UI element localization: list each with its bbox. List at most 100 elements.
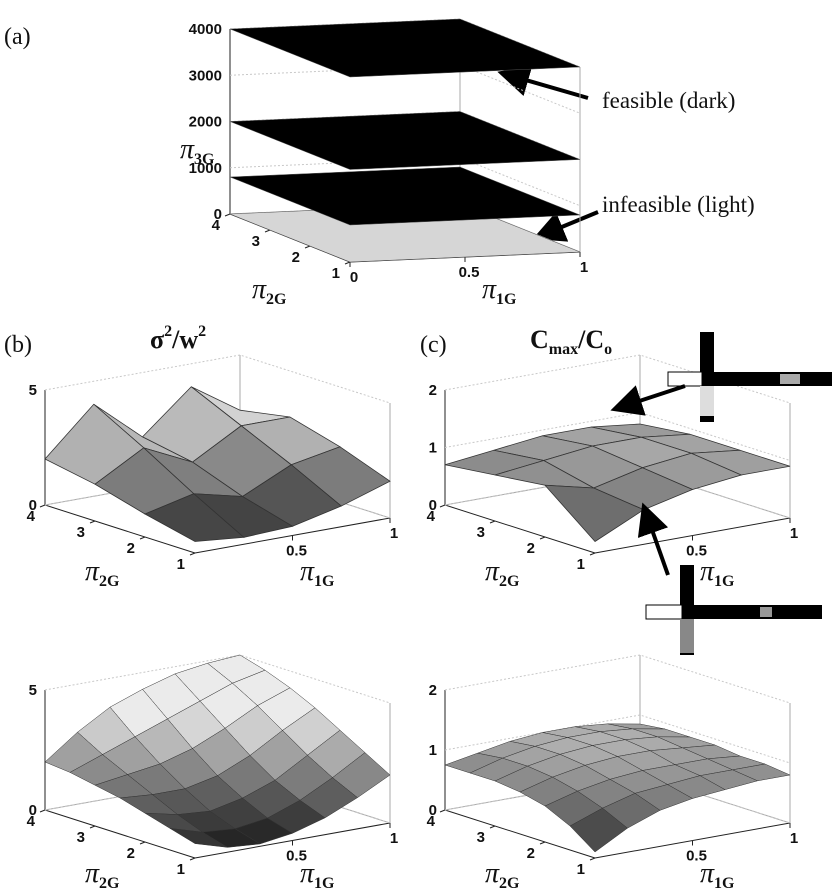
z-tick-label: 5 <box>29 682 37 699</box>
panel-label: (c) <box>420 332 447 358</box>
panel-label: (a) <box>4 24 31 50</box>
tick-mark <box>345 262 350 264</box>
tick-mark <box>490 826 495 828</box>
x-tick-label: 1 <box>390 525 398 542</box>
y-tick-label: 4 <box>427 813 436 830</box>
axis-label: π2G <box>85 556 120 590</box>
tick-mark <box>190 553 195 555</box>
axis-symbol: π <box>300 556 315 587</box>
axis-symbol: π <box>485 556 500 587</box>
annotation: infeasible (light) <box>602 192 755 217</box>
y-tick-label: 2 <box>527 845 535 862</box>
tick-mark <box>440 810 445 812</box>
tick-mark <box>40 810 45 812</box>
y-tick-label: 4 <box>27 813 36 830</box>
z-tick-label: 4000 <box>189 21 222 38</box>
y-tick-label: 4 <box>27 508 36 525</box>
z-tick-label: 2 <box>429 382 437 399</box>
y-tick-label: 3 <box>77 829 85 846</box>
y-tick-label: 4 <box>212 217 221 234</box>
x-tick-label: 1 <box>790 525 798 542</box>
tick-mark <box>440 505 445 507</box>
tick-mark <box>590 858 595 860</box>
panel-title: σ2/w2 <box>150 323 206 354</box>
tick-mark <box>40 505 45 507</box>
z-tick-label: 1 <box>429 742 437 759</box>
axis-label: π2G <box>485 556 520 590</box>
axis-label: π1G <box>700 556 735 590</box>
axis-symbol: π <box>252 274 267 305</box>
axis-label: π2G <box>485 858 520 888</box>
axis-symbol: π <box>85 858 100 888</box>
y-tick-label: 3 <box>77 524 85 541</box>
title-part: /w <box>171 325 198 354</box>
panel-label: (b) <box>4 332 32 358</box>
tick-mark <box>540 537 545 539</box>
title-part: 2 <box>164 323 172 340</box>
z-tick-label: 2 <box>429 682 437 699</box>
tick-mark <box>90 826 95 828</box>
z-tick-label: 1 <box>429 440 437 457</box>
axis-label: π1G <box>700 858 735 888</box>
inset-shade <box>780 374 800 384</box>
axis-symbol: π <box>700 556 715 587</box>
tick-mark <box>140 842 145 844</box>
title-part: 2 <box>198 323 206 340</box>
axis-subscript: 1G <box>314 573 335 590</box>
tick-mark <box>265 230 270 232</box>
y-tick-label: 1 <box>177 861 185 878</box>
x-tick-label: 0 <box>350 269 358 286</box>
axis-subscript: 1G <box>714 875 735 888</box>
title-part: /C <box>577 325 604 354</box>
title-part: o <box>604 341 612 358</box>
tick-mark <box>90 521 95 523</box>
inset-inlet <box>668 372 702 386</box>
axis-label: π3G <box>180 134 215 168</box>
axis-subscript: 3G <box>194 151 215 168</box>
tick-mark <box>590 553 595 555</box>
y-tick-label: 3 <box>477 829 485 846</box>
axis-label: π1G <box>300 556 335 590</box>
grid-line <box>445 655 790 703</box>
axis-symbol: π <box>485 858 500 888</box>
arrow <box>645 510 668 575</box>
tick-mark <box>490 521 495 523</box>
y-tick-label: 4 <box>427 508 436 525</box>
panel-title: Cmax/Co <box>530 325 612 358</box>
inset-shade <box>760 607 772 617</box>
tick-mark <box>540 842 545 844</box>
title-part: max <box>549 341 578 358</box>
y-tick-label: 2 <box>292 249 300 266</box>
y-tick-label: 2 <box>527 540 535 557</box>
axis-label: π1G <box>482 274 517 308</box>
title-part: C <box>530 325 549 354</box>
axis-subscript: 2G <box>266 291 287 308</box>
y-tick-label: 1 <box>177 556 185 573</box>
axis-symbol: π <box>700 858 715 888</box>
plane <box>230 19 580 77</box>
arrow <box>505 74 588 98</box>
inset-outlet <box>700 386 714 416</box>
x-tick-label: 1 <box>790 830 798 847</box>
z-tick-label: 5 <box>29 382 37 399</box>
z-tick-label: 3000 <box>189 67 222 84</box>
axis-label: π1G <box>300 858 335 888</box>
y-tick-label: 1 <box>577 861 585 878</box>
annotation: feasible (dark) <box>602 88 735 113</box>
arrow <box>618 386 685 408</box>
y-tick-label: 1 <box>332 265 340 282</box>
x-tick-label: 1 <box>580 259 588 276</box>
axis-subscript: 2G <box>99 573 120 590</box>
tick-mark <box>305 246 310 248</box>
axis-subscript: 1G <box>314 875 335 888</box>
x-tick-label: 0.5 <box>459 264 480 281</box>
y-tick-label: 1 <box>577 556 585 573</box>
y-tick-label: 2 <box>127 540 135 557</box>
axis-subscript: 2G <box>499 573 520 590</box>
tick-mark <box>140 537 145 539</box>
axis-symbol: π <box>85 556 100 587</box>
x-tick-label: 1 <box>390 830 398 847</box>
figure: (a) (b) (c) feasible (dark) infeasible (… <box>0 0 832 888</box>
tick-mark <box>190 858 195 860</box>
inset-outlet <box>680 619 694 653</box>
